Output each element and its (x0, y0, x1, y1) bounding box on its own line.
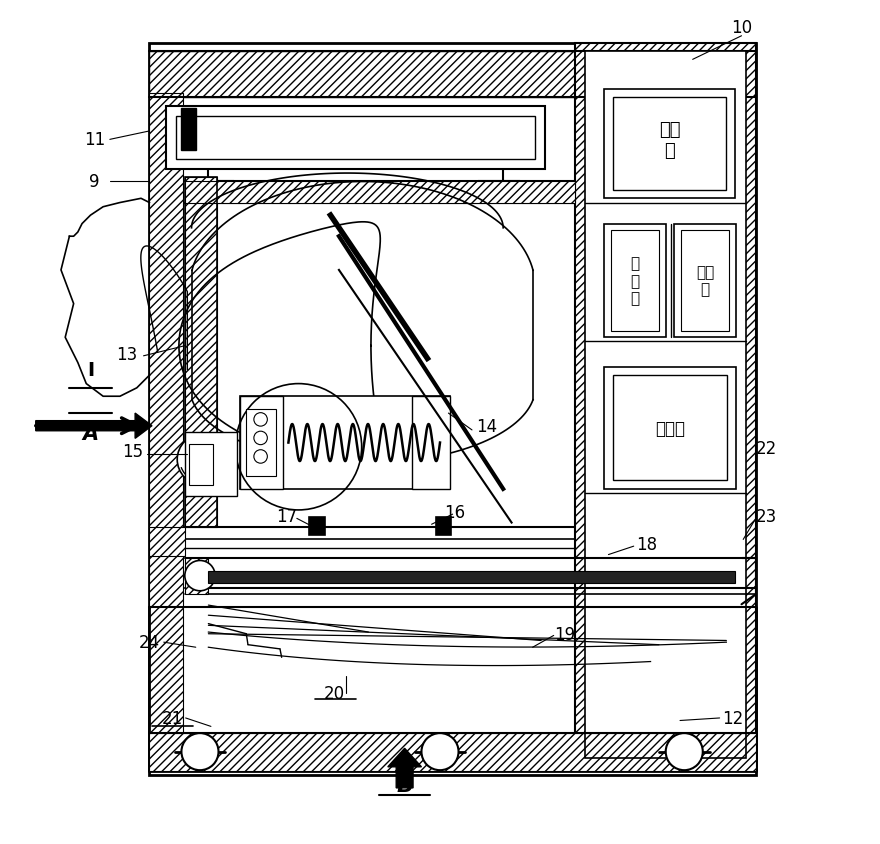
Bar (575, 43, 756, 767)
Text: 18: 18 (635, 535, 656, 553)
Text: 17: 17 (276, 507, 297, 525)
Circle shape (253, 450, 268, 463)
Bar (209, 571, 735, 583)
Bar (166, 106, 546, 170)
Bar (150, 51, 756, 98)
Circle shape (422, 733, 458, 771)
Bar (412, 397, 450, 490)
Text: 9: 9 (90, 173, 100, 192)
Text: A: A (83, 424, 99, 444)
Text: 12: 12 (722, 709, 744, 727)
Bar (681, 231, 729, 331)
Text: 15: 15 (122, 442, 143, 461)
Circle shape (185, 560, 215, 591)
Bar (239, 397, 450, 490)
Text: 19: 19 (554, 625, 576, 643)
Bar (605, 89, 735, 199)
Text: 控
制
器: 控 制 器 (630, 257, 640, 306)
Bar (185, 558, 209, 594)
Bar (612, 98, 726, 191)
Bar (150, 733, 756, 771)
Text: 10: 10 (731, 19, 752, 37)
Bar (189, 445, 213, 485)
Bar (674, 225, 736, 338)
Bar (605, 367, 736, 490)
Bar (436, 517, 451, 536)
Bar (585, 51, 745, 759)
Bar (150, 94, 183, 767)
Bar (612, 376, 727, 481)
Circle shape (665, 733, 703, 771)
Bar (185, 178, 216, 528)
Circle shape (253, 431, 268, 445)
Text: 22: 22 (756, 440, 777, 458)
FancyArrow shape (388, 749, 422, 788)
Circle shape (253, 414, 268, 426)
Text: 14: 14 (476, 417, 497, 436)
Text: B: B (396, 776, 413, 796)
Text: 16: 16 (444, 504, 466, 522)
Bar (176, 116, 535, 160)
Bar (150, 43, 756, 776)
Circle shape (181, 733, 218, 771)
Bar (185, 182, 575, 203)
Bar (150, 528, 185, 556)
Text: 23: 23 (756, 507, 777, 525)
Bar (585, 51, 745, 759)
Bar (185, 178, 216, 528)
Bar (605, 225, 665, 338)
Bar (246, 409, 275, 477)
Text: 变压
器: 变压 器 (659, 121, 680, 160)
Bar (180, 109, 195, 151)
Text: 20: 20 (324, 684, 345, 702)
Bar (185, 433, 237, 496)
Text: 11: 11 (84, 131, 106, 149)
Bar (310, 517, 325, 536)
Text: 21: 21 (162, 709, 183, 727)
Text: 24: 24 (139, 633, 160, 652)
FancyArrow shape (36, 414, 152, 439)
Text: 变压
器: 变压 器 (696, 265, 714, 297)
Text: 蓄电池: 蓄电池 (655, 419, 685, 437)
Circle shape (177, 435, 228, 485)
Text: 13: 13 (116, 346, 137, 364)
Bar (611, 231, 659, 331)
Bar (239, 397, 283, 490)
Text: I: I (87, 361, 94, 380)
